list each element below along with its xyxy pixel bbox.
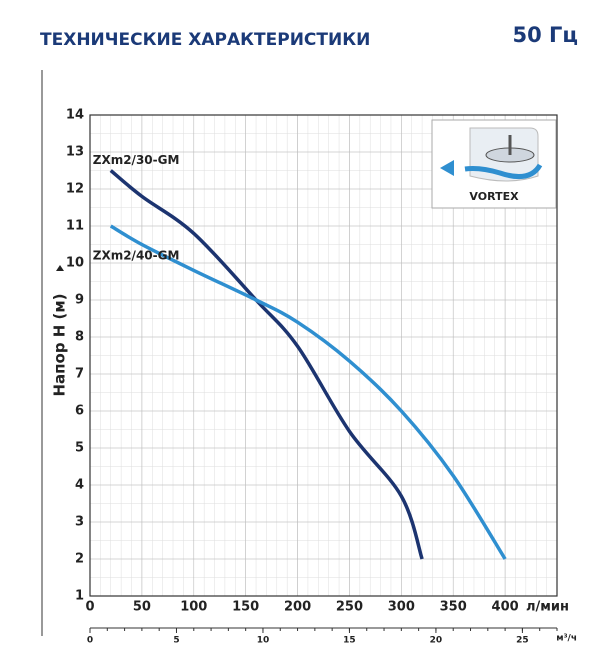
x-tick-label: 400 bbox=[492, 600, 519, 615]
y-tick-label: 2 bbox=[75, 552, 84, 567]
y-tick-label: 7 bbox=[75, 367, 84, 382]
x-tick-label: 300 bbox=[388, 600, 415, 615]
series-label: ZXm2/30-GM bbox=[93, 153, 180, 167]
y-tick-label: 3 bbox=[75, 515, 84, 530]
inset-flow bbox=[464, 163, 543, 180]
y-tick-label: 1 bbox=[75, 589, 84, 604]
y-tick-label: 9 bbox=[75, 293, 84, 308]
x-tick-label: 200 bbox=[284, 600, 311, 615]
x2-tick-label: 15 bbox=[343, 636, 356, 646]
y-tick-label: 5 bbox=[75, 441, 84, 456]
x-tick-label: 250 bbox=[336, 600, 363, 615]
x-tick-label: 50 bbox=[133, 600, 151, 615]
x-axis-label: л/мин bbox=[526, 600, 569, 615]
y-axis-label: Напор H (м) bbox=[51, 293, 69, 396]
x-tick-label: 350 bbox=[440, 600, 467, 615]
inset: VORTEX bbox=[431, 119, 557, 209]
chart-title: ТЕХНИЧЕСКИЕ ХАРАКТЕРИСТИКИ bbox=[40, 30, 370, 50]
chart-subtitle: 50 Гц bbox=[513, 23, 578, 47]
y-tick-label: 10 bbox=[66, 256, 84, 271]
x2-tick-label: 0 bbox=[87, 636, 93, 646]
y-tick-label: 6 bbox=[75, 404, 84, 419]
y-tick-label: 14 bbox=[66, 108, 84, 123]
x2-tick-label: 5 bbox=[173, 636, 179, 646]
curve bbox=[109, 224, 507, 560]
inset-label: VORTEX bbox=[469, 190, 519, 203]
x-tick-label: 0 bbox=[85, 600, 94, 615]
x2-tick-label: 20 bbox=[430, 636, 443, 646]
y-axis-arrow bbox=[56, 265, 64, 271]
x2-tick-label: 25 bbox=[516, 636, 529, 646]
y-tick-label: 8 bbox=[75, 330, 84, 345]
series-label: ZXm2/40-GM bbox=[93, 249, 180, 263]
y-tick-label: 11 bbox=[66, 219, 84, 234]
inset-arrow bbox=[440, 160, 454, 176]
x2-axis-label: м³/ч bbox=[556, 634, 577, 644]
x-tick-label: 150 bbox=[232, 600, 259, 615]
plot-frame bbox=[89, 114, 558, 597]
y-tick-label: 12 bbox=[66, 182, 84, 197]
curve bbox=[109, 169, 424, 560]
y-tick-label: 4 bbox=[75, 478, 84, 493]
y-tick-label: 13 bbox=[66, 145, 84, 160]
x2-tick-label: 10 bbox=[257, 636, 270, 646]
x-tick-label: 100 bbox=[180, 600, 207, 615]
